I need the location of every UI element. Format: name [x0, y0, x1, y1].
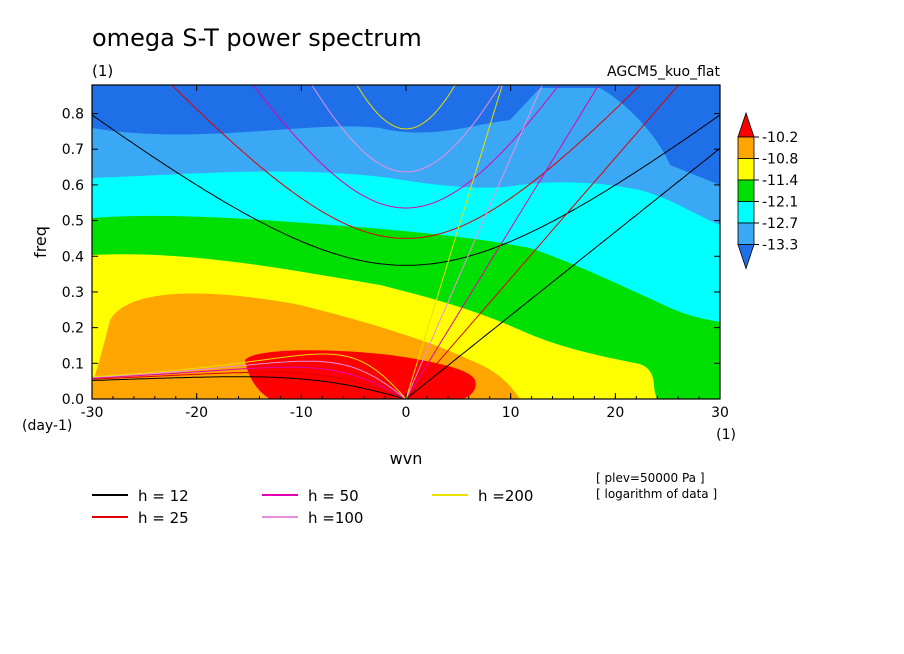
x-tick-label: 20 — [606, 405, 624, 421]
contour-level-7 — [245, 350, 476, 399]
dispersion-curves — [92, 85, 720, 399]
colorbar-swatch — [737, 179, 755, 202]
x-tick-label: 0 — [402, 405, 411, 421]
legend-label: h =100 — [308, 509, 363, 527]
rossby-wave-curve — [92, 353, 407, 399]
colorbar-label: -10.8 — [762, 152, 798, 168]
legend-label: h = 50 — [308, 487, 359, 505]
chart-subtitle-left: (1) — [92, 62, 113, 80]
rossby-wave-curve — [92, 376, 407, 399]
colorbar-swatch — [737, 201, 755, 224]
note-logarithm: [ logarithm of data ] — [596, 487, 717, 501]
x-tick-label: 30 — [711, 405, 729, 421]
y-axis: 0.0 0.1 0.2 0.3 0.4 0.5 0.6 0.7 0.8 — [62, 107, 720, 408]
y-axis-unit: (day-1) — [22, 418, 72, 434]
kelvin-wave-curve — [405, 147, 720, 399]
chart-title: omega S-T power spectrum — [92, 24, 422, 52]
y-tick-label: 0.4 — [62, 249, 84, 265]
colorbar-swatch — [737, 158, 755, 181]
legend-label: h =200 — [478, 487, 533, 505]
x-axis-label: wvn — [390, 449, 423, 468]
kelvin-wave-curve — [405, 85, 503, 399]
y-tick-label: 0.7 — [62, 142, 84, 158]
kelvin-wave-curve — [405, 85, 543, 399]
power-spectrum-field — [92, 85, 720, 399]
colorbar-label: -12.1 — [762, 195, 798, 211]
colorbar-cap-top — [737, 111, 755, 138]
colorbar-label: -13.3 — [762, 238, 798, 254]
kelvin-wave-curve — [405, 85, 680, 399]
y-tick-label: 0.0 — [62, 392, 84, 408]
colorbar-label: -10.2 — [762, 130, 798, 146]
rossby-wave-curve — [92, 360, 407, 399]
gravity-wave-curve — [171, 85, 641, 239]
gravity-wave-curve — [252, 85, 560, 209]
colorbar-label: -11.4 — [762, 173, 798, 189]
rossby-wave-curve — [92, 371, 407, 399]
colorbar-cap-bottom — [737, 244, 755, 270]
legend-label: h = 12 — [138, 487, 189, 505]
x-tick-label: -20 — [185, 405, 208, 421]
y-tick-label: 0.6 — [62, 178, 84, 194]
gravity-wave-curve — [92, 114, 720, 266]
y-tick-label: 0.5 — [62, 214, 84, 230]
gravity-wave-curve — [311, 85, 501, 173]
colorbar: -10.2 -10.8 -11.4 -12.1 -12.7 -13.3 — [737, 111, 798, 270]
colorbar-swatch — [737, 136, 755, 159]
y-tick-label: 0.1 — [62, 356, 84, 372]
x-axis: -30 -20 -10 0 10 20 30 — [81, 85, 729, 421]
gravity-wave-curve — [356, 85, 456, 130]
kelvin-wave-curve — [405, 85, 600, 399]
y-tick-label: 0.3 — [62, 285, 84, 301]
x-axis-unit: (1) — [716, 427, 736, 443]
y-tick-label: 0.8 — [62, 107, 84, 123]
legend-label: h = 25 — [138, 509, 189, 527]
colorbar-swatch — [737, 222, 755, 245]
note-plev: [ plev=50000 Pa ] — [596, 471, 705, 485]
x-tick-label: 10 — [502, 405, 520, 421]
colorbar-label: -12.7 — [762, 216, 798, 232]
y-axis-label: freq — [31, 226, 50, 258]
legend: h = 12 h = 25 h = 50 h =100 h =200 — [92, 487, 533, 527]
chart-subtitle-right: AGCM5_kuo_flat — [607, 64, 720, 80]
rossby-wave-curve — [92, 366, 407, 399]
x-tick-label: -10 — [290, 405, 313, 421]
y-tick-label: 0.2 — [62, 321, 84, 337]
x-tick-label: -30 — [81, 405, 104, 421]
